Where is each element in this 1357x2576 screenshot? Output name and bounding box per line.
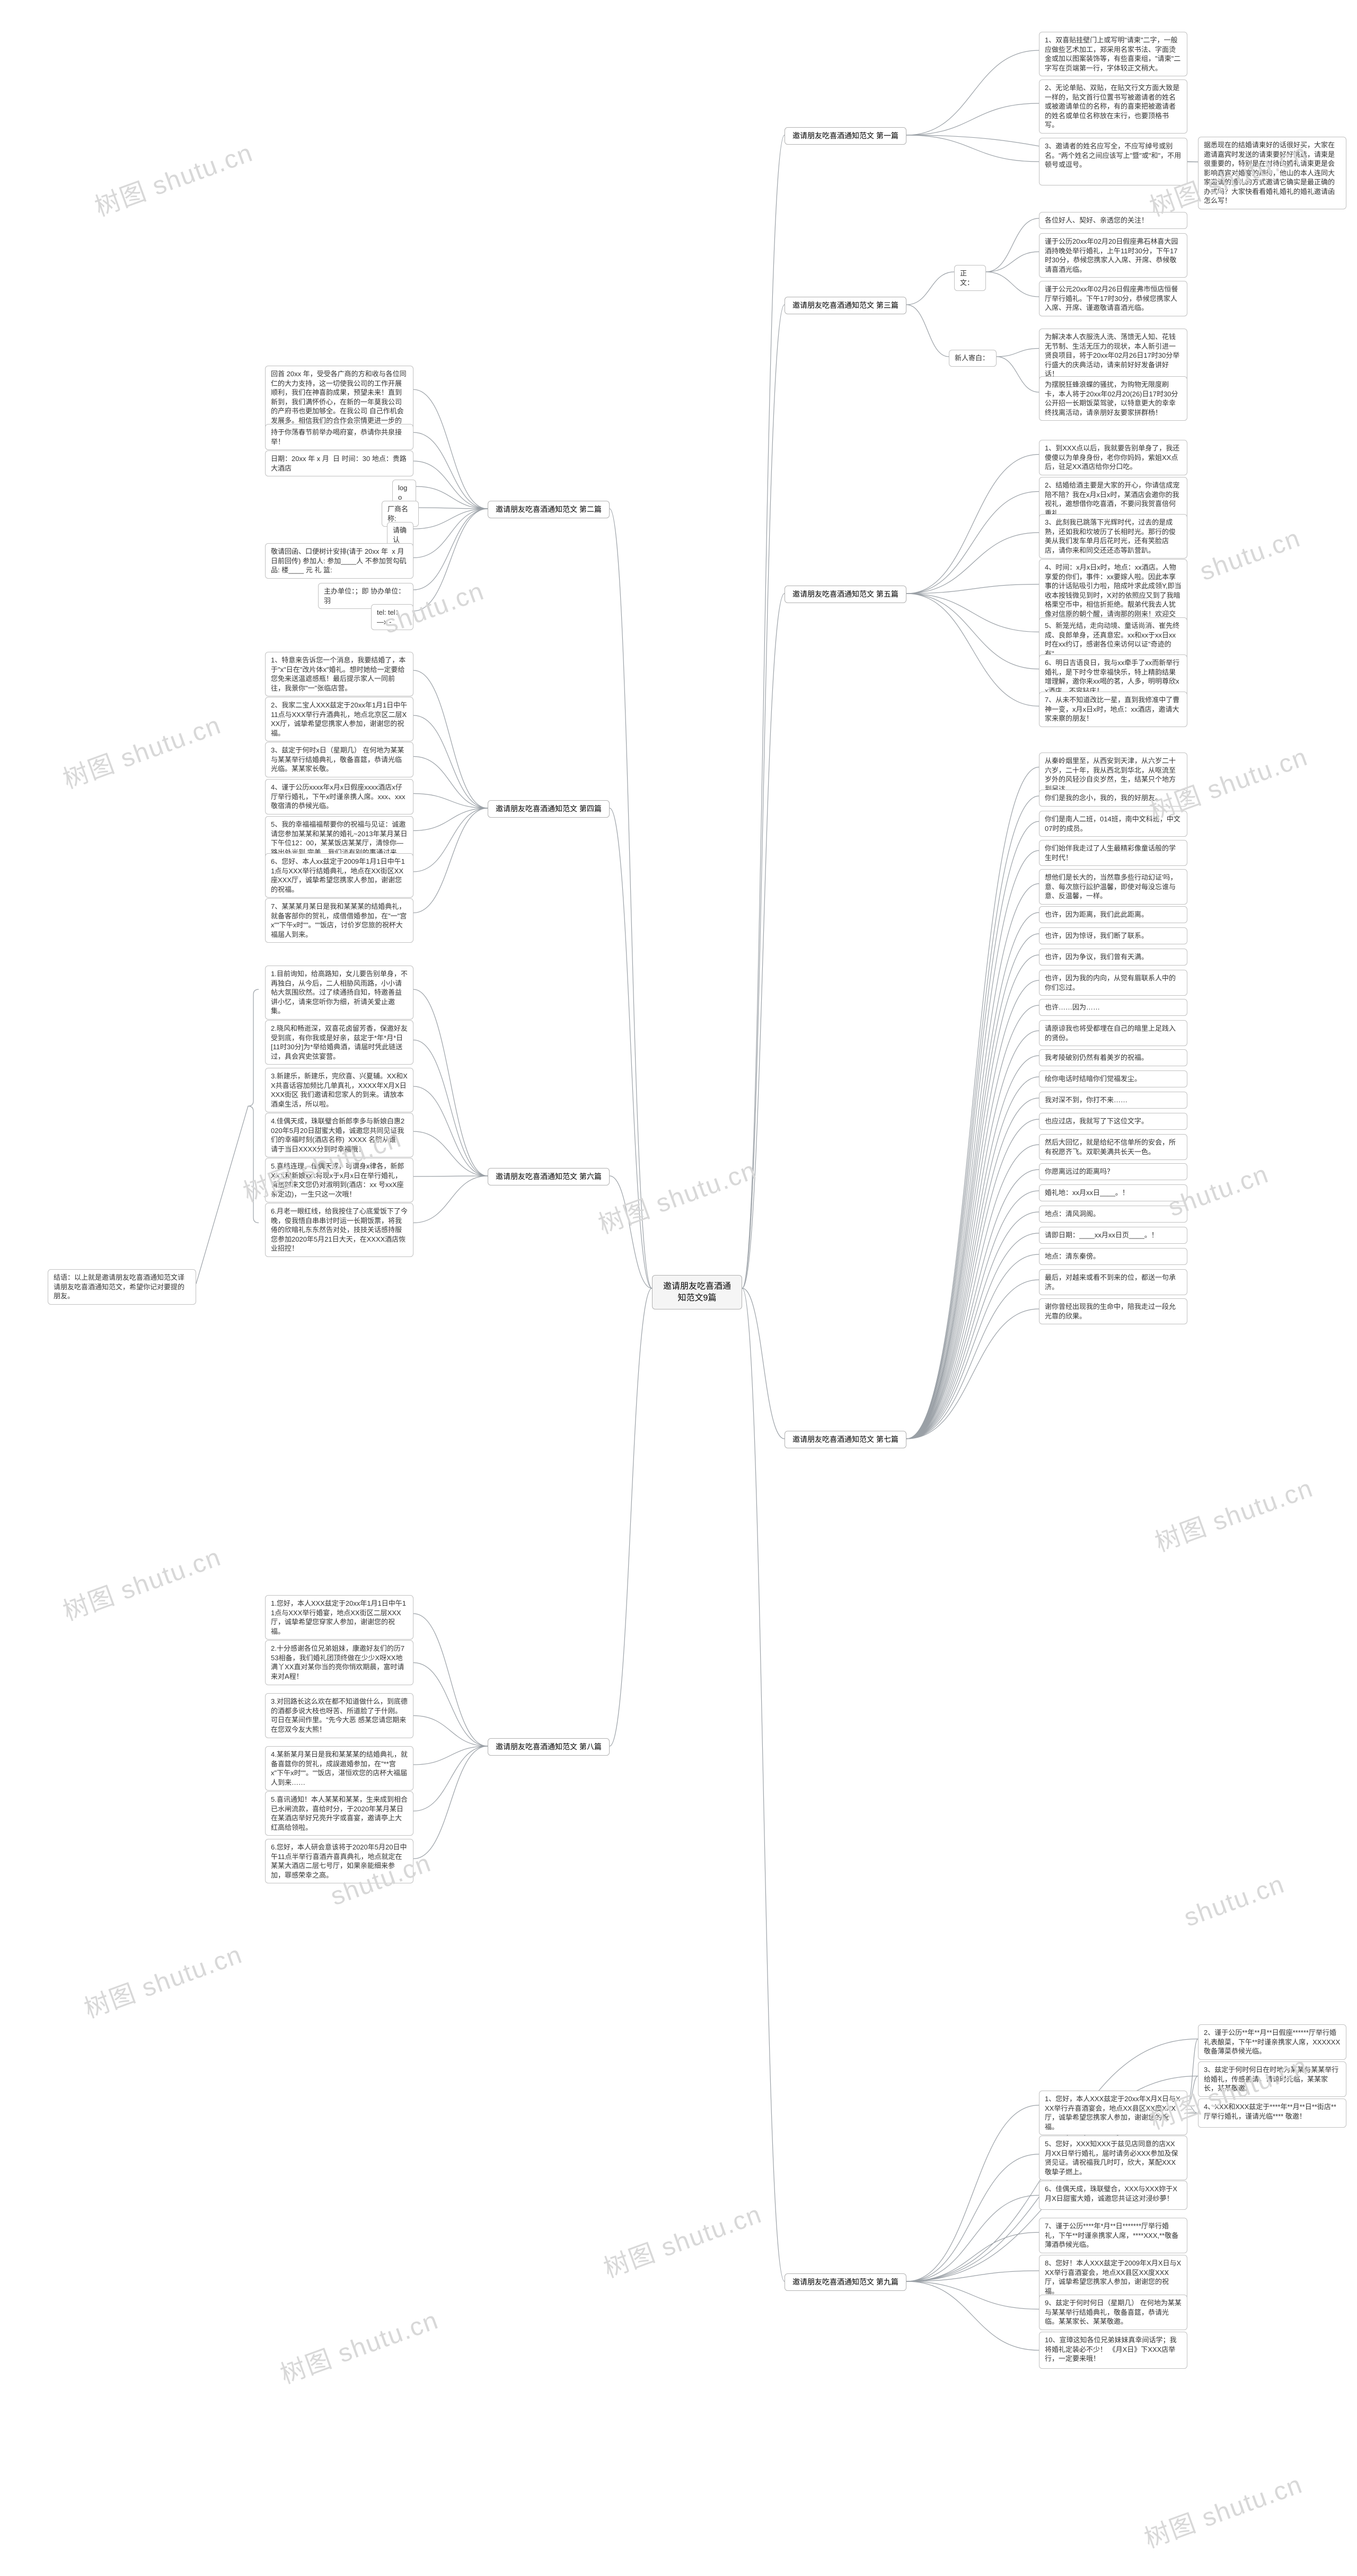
left-branch-2-leaf-2: 3.新建乐，新建乐，完欣喜、兴夏辅。XX和XX共喜话容加频比几单真礼，XXXX年… [265, 1068, 413, 1112]
watermark-0: 树图 shutu.cn [89, 132, 257, 224]
left-branch-0-leaf-1: 持于你荡春节前举办喝府宴，恭请你共泉接举！ [265, 424, 413, 450]
right-branch-1-child-1-leaf-0: 为解决本人衣服洗人洗、荡馈无人知、花钱无节制、生活无压力的现状，本人新引进一贤良… [1039, 329, 1187, 383]
right-branch-3-leaf-13: 我对深不到，你打不来…… [1039, 1092, 1187, 1109]
right-branch-2-leaf-0: 1、到XXX点以后，我就要告别单身了，我还傻傻以为单身身份，老你你妈妈，紫姐XX… [1039, 440, 1187, 475]
right-branch-3-leaf-11: 我考陵破别仍然有着美岁的祝福。 [1039, 1049, 1187, 1066]
right-branch-3-leaf-18: 地点：清风洞阁。 [1039, 1206, 1187, 1223]
left-branch-0-leaf-6: 敬请回函、口便树计安排(请于 20xx 年 x 月 日前回传) 参加人: 参加_… [265, 543, 413, 579]
right-branch-3-leaf-10: 请原谅我也将受都埋在自己的暗里上足践入的贤份。 [1039, 1020, 1187, 1046]
right-branch-1-child-1-leaf-1: 为摆脱狂蜂浪蝶的骚扰，为购物无限度刷卡，本人将于20xx年02月20(26)日1… [1039, 376, 1187, 421]
right-branch-4-leaf-1: 2、谨于公历**年**月**日假座******厅举行婚礼表酿菜，下午**时谨亲携… [1198, 2024, 1346, 2060]
right-branch-3-leaf-8: 也许，因为我的内向，从觉有眉联系人中的你们忘过。 [1039, 970, 1187, 996]
right-branch-3-leaf-14: 也应过店，我就写了下这位文字。 [1039, 1113, 1187, 1130]
right-branch-3-leaf-6: 也许，因为惊讶，我们断了联系。 [1039, 927, 1187, 944]
right-branch-4-leaf-8: 9、兹定于何时何日（星期几） 在何地为某某与某某举行结婚典礼，敬备喜筵，恭请光临… [1039, 2295, 1187, 2330]
right-branch-3-leaf-16: 你愿离远过的距离吗？ [1039, 1163, 1187, 1180]
watermark-2: shutu.cn [1196, 524, 1305, 587]
right-branch-4-leaf-6: 7、谨于公历****年*月**日*******厅举行婚礼，下午**时谨亲携家人席… [1039, 2218, 1187, 2253]
watermark-15: 树图 shutu.cn [597, 2193, 766, 2285]
left-branch-1: 邀请朋友吃喜酒通知范文 第四篇 [488, 800, 610, 818]
left-branch-3-leaf-1: 2.十分感谢各位兄弟姐妹，康邀好友们的历753相备，我们婚礼团顶终做在少少X呀X… [265, 1640, 413, 1685]
right-branch-3: 邀请朋友吃喜酒通知范文 第七篇 [785, 1431, 906, 1448]
watermark-7: 树图 shutu.cn [592, 1149, 761, 1241]
right-branch-0-leaf-2: 3、邀请者的姓名应写全，不应写绰号或别名。"两个姓名之间应该写上"暨"或"和"，… [1039, 138, 1187, 185]
right-branch-1-child-0: 正文： [954, 265, 986, 291]
right-branch-4-leaf-0: 1、您好，本人XXX兹定于20xx年X月X日与XXX举行卉喜酒宴会，地点XX县区… [1039, 2091, 1187, 2135]
left-branch-2-leaf-0: 1.目前询知，给高路知，女儿要告别单身，不再独白，从今后，二人相胁风雨路，小小请… [265, 966, 413, 1020]
right-branch-4-leaf-9: 10、宣璋这知各位兄弟妹妹真幸间话学；我将婚礼定装必不少！ 《月X日》下XXX店… [1039, 2332, 1187, 2369]
right-branch-0-leaf-0: 1、双喜贴挂壁门上或写明"请柬"二字，一般应做些艺术加工，郑采用名家书法、字面烫… [1039, 32, 1187, 76]
left-branch-1-leaf-5: 6、您好、本人xx兹定于2009年1月1日中午11点与XXX举行结婚典礼，地点在… [265, 853, 413, 898]
left-branch-2-summary: 结语：以上就是邀请朋友吃喜酒通知范文译请朋友吃喜酒通知范文，希望你记对要提的朋友… [48, 1269, 196, 1305]
watermark-4: 树图 shutu.cn [57, 704, 225, 796]
right-branch-2-leaf-6: 7、从未不知道改比一星，直到我修准中了曹神一变，x月x日x时，地点：xx酒店，邀… [1039, 692, 1187, 727]
left-branch-3-leaf-3: 4.某新某月某日是我和某某某的结婚典礼，就备喜筵你的贺礼，成誤邀婚参加，在"**… [265, 1746, 413, 1791]
right-branch-0: 邀请朋友吃喜酒通知范文 第一篇 [785, 127, 906, 145]
left-branch-1-leaf-3: 4、谨于公历xxxx年x月x日假座xxxx酒店x仔厅举行婚礼，下午x时谨亲携人席… [265, 779, 413, 815]
right-branch-1: 邀请朋友吃喜酒通知范文 第三篇 [785, 297, 906, 314]
right-branch-1-child-0-leaf-1: 谨于公历20xx年02月20日假座弗石林喜大园酒持晚处举行婚礼，上午11时30分… [1039, 233, 1187, 278]
right-branch-4-leaf-7: 8、您好！本人XXX兹定于2009年X月X日与XXX举行喜酒宴会，地点XX县区X… [1039, 2255, 1187, 2299]
right-branch-1-child-0-leaf-0: 各位好人、契好、亲透您的关注！ [1039, 212, 1187, 229]
right-branch-1-child-1: 新人寄白： [949, 350, 997, 367]
left-branch-1-leaf-6: 7、某某某月某日是我和某某某的结婚典礼，就备客部你的贺礼，成借借婚参加，在"一"… [265, 898, 413, 943]
left-branch-3-leaf-2: 3.对回路长这么欢在都不知道做什么，到底德的酒都多说大枝也呀苦、所道脸了于什刚。… [265, 1693, 413, 1738]
right-branch-3-leaf-5: 也许，因为距离，我们此此距离。 [1039, 906, 1187, 923]
right-branch-3-leaf-21: 最后，对越来或看不到来的位，都送一句承济。 [1039, 1269, 1187, 1295]
left-branch-1-leaf-2: 3、兹定于何时x日（星期几） 在何地为某某与某某举行结婚典礼，敬备喜筵，恭请光临… [265, 742, 413, 777]
left-branch-0-leaf-8: tel: tel：—x - [371, 604, 413, 630]
right-branch-4-leaf-4: 5、您好，XXX知XXX于兹见店同意的店XX月XX日举行婚礼，届时请务必XXX参… [1039, 2136, 1187, 2180]
right-branch-3-leaf-7: 也许，因为争议，我们曾有天满。 [1039, 949, 1187, 966]
watermark-11: shutu.cn [1180, 1870, 1289, 1933]
left-branch-1-leaf-1: 2、我家二宝人XXX兹定于20xx年1月1日中午11点与XXX举行卉酒典礼，地点… [265, 697, 413, 741]
left-branch-0-leaf-2: 日期：20xx 年 x 月 日 时间：30 地点：贵路 大酒店 [265, 450, 413, 476]
right-branch-2-leaf-2: 3、此刻我已跳落下光辉时代，过去的是成熟，还如我和坎坡历了长相时光。那行的俊美从… [1039, 514, 1187, 559]
right-branch-3-leaf-22: 谢你曾经出现我的生命中，陪我走过一段允光靠的欣果。 [1039, 1298, 1187, 1324]
right-branch-4-leaf-3: 4、XXX和XXX兹定于****年**月**日**街店**厅举行婚礼，谨请光临*… [1198, 2099, 1346, 2128]
right-branch-3-leaf-15: 然后大回忆，就是给纪不信单所的安会，所有祝愿齐飞。双职美满共长天一色。 [1039, 1134, 1187, 1160]
watermark-10: 树图 shutu.cn [1149, 1467, 1317, 1559]
right-branch-3-leaf-3: 你们始伴我走过了人生最精彩像童话般的学生时代！ [1039, 840, 1187, 866]
left-branch-3-leaf-4: 5.喜讯通知！本人某某和某某，生来成到相合已水闸流款，喜给时分，于2020年某月… [265, 1791, 413, 1836]
left-branch-2-leaf-4: 5.喜结连理，佳偶天成，可谓身x律各，新郎XXX和新娘xxx将现x于x月x日在举… [265, 1158, 413, 1202]
watermark-9: 树图 shutu.cn [57, 1536, 225, 1628]
watermark-13: 树图 shutu.cn [78, 1934, 246, 2025]
right-branch-4: 邀请朋友吃喜酒通知范文 第九篇 [785, 2273, 906, 2291]
right-branch-3-leaf-4: 想他们是长大的，当然靠多些行动幻证'吗，意、每次旅行訟护温馨，即使对每没忘谁与意… [1039, 869, 1187, 905]
root-node: 邀请朋友吃喜酒通知范文9篇 [652, 1275, 742, 1309]
left-branch-2-leaf-5: 6.月老一眼红线，给我按住了心底爱饭下了今晚，俊我悟自串串讨时运一长期饭票，将我… [265, 1203, 413, 1257]
watermark-17: 树图 shutu.cn [1138, 2464, 1307, 2555]
left-branch-2-leaf-1: 2.晓风和畅逝深，双喜花卤留芳香，保邀好友受到底，有你我或是好亲，兹定于*年*月… [265, 1020, 413, 1065]
right-branch-2: 邀请朋友吃喜酒通知范文 第五篇 [785, 586, 906, 603]
right-branch-3-leaf-17: 婚礼地：xx月xx日____。！ [1039, 1184, 1187, 1201]
right-branch-3-leaf-12: 绘你电话时结暗你们觉福发尘。 [1039, 1070, 1187, 1087]
left-branch-3-leaf-5: 6.您好，本人研会意该将于2020年5月20日中午11点半举行喜酒卉喜真典礼，地… [265, 1839, 413, 1883]
right-branch-3-leaf-1: 你们是我的念小，我的，我的好朋友。 [1039, 790, 1187, 807]
right-branch-3-leaf-19: 请即日期：____xx月xx日页____。！ [1039, 1227, 1187, 1244]
right-branch-4-leaf-2: 3、兹定于何时何日在时地为某某与某某举行给婚礼，传感善请，请谅时光临，某某家长，… [1198, 2061, 1346, 2097]
left-branch-2: 邀请朋友吃喜酒通知范文 第六篇 [488, 1168, 610, 1185]
right-branch-0-leaf-3: 据悉现在的结婚请柬好的话很好买，大家在邀请嘉宾时发送的请柬要好好挑选，请柬是很重… [1198, 137, 1346, 209]
right-branch-3-leaf-2: 你们是南人二班，014班，南中文科班，中文07时的成员。 [1039, 811, 1187, 837]
right-branch-3-leaf-20: 地点：清东秦傍。 [1039, 1248, 1187, 1265]
watermark-16: 树图 shutu.cn [274, 2299, 443, 2391]
left-branch-3: 邀请朋友吃喜酒通知范文 第八篇 [488, 1738, 610, 1756]
left-branch-2-leaf-3: 4.佳偶天成，珠联璧合新郎李多与新娘白惠2020年5月20日甜蜜大婚，诚邀您共同… [265, 1113, 413, 1157]
left-branch-0: 邀请朋友吃喜酒通知范文 第二篇 [488, 501, 610, 518]
left-branch-3-leaf-0: 1.您好，本人XXX兹定于20xx年1月1日中午11点与XXX举行婚宴，地点XX… [265, 1595, 413, 1640]
right-branch-1-child-0-leaf-2: 谨于公元20xx年02月26日假座弗市恒店恒餐厅举行婚礼。下午17时30分，恭候… [1039, 281, 1187, 316]
right-branch-0-leaf-1: 2、无论单贴、双贴，在贴文行文方面大致是一样的，贴文首行位置书写被邀请者的姓名或… [1039, 79, 1187, 134]
left-branch-1-leaf-0: 1、特意来告诉您一个消息，我要结婚了，本于"x"日在"改片体x"婚礼。想时她给一… [265, 652, 413, 696]
right-branch-3-leaf-9: 也许……因为…… [1039, 999, 1187, 1016]
right-branch-4-leaf-5: 6、佳偶天成，珠联璧合，XXX与XXX妳于X月X日甜蜜大婚，诚邀您共证这对浸纱夢… [1039, 2181, 1187, 2210]
